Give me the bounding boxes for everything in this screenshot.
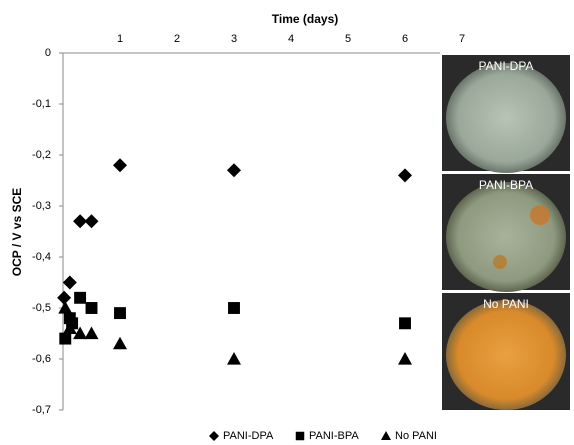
x-tick-label: 4	[288, 33, 294, 45]
marker-triangle	[227, 352, 241, 365]
marker-triangle	[398, 352, 412, 365]
marker-diamond	[85, 214, 99, 228]
y-tick-label: -0,6	[32, 353, 51, 365]
marker-triangle	[381, 431, 391, 440]
legend-label: PANI-BPA	[309, 430, 359, 442]
photo-disc	[446, 182, 566, 292]
chart: Time (days) OCP / V vs SCE -0,7 -0,6 -0,5 -…	[0, 0, 574, 445]
marker-square	[59, 333, 71, 345]
y-tick-label: -0,3	[32, 200, 51, 212]
marker-triangle	[113, 337, 127, 350]
y-tick-label: -0,2	[32, 149, 51, 161]
marker-diamond	[57, 291, 71, 305]
x-tick-label: 7	[459, 33, 465, 45]
photo-disc	[446, 63, 566, 173]
x-tick-label: 2	[174, 33, 180, 45]
marker-square	[296, 432, 305, 441]
legend-label: No PANI	[395, 430, 437, 442]
marker-square	[86, 302, 98, 314]
y-tick-label: -0,4	[32, 251, 51, 263]
marker-triangle	[85, 327, 99, 340]
corrosion-spot	[493, 255, 507, 269]
photo-panel	[442, 55, 570, 410]
marker-diamond	[227, 163, 241, 177]
corrosion-spot	[530, 205, 550, 225]
marker-diamond	[209, 431, 219, 441]
y-tick-label: -0,7	[32, 404, 51, 416]
x-axis-title: Time (days)	[272, 12, 338, 26]
photo-label: No PANI	[483, 297, 529, 311]
x-tick-label: 6	[402, 33, 408, 45]
marker-square	[399, 317, 411, 329]
photo-disc	[446, 300, 566, 410]
y-tick-label: -0,1	[32, 98, 51, 110]
x-tick-label: 5	[345, 33, 351, 45]
photo-label: PANI-DPA	[479, 59, 534, 73]
marker-diamond	[398, 168, 412, 182]
photo-label: PANI-BPA	[479, 178, 533, 192]
marker-square	[114, 307, 126, 319]
y-tick-label: -0,5	[32, 302, 51, 314]
marker-triangle	[58, 301, 72, 314]
marker-square	[228, 302, 240, 314]
marker-square	[74, 292, 86, 304]
x-tick-label: 3	[231, 33, 237, 45]
marker-diamond	[63, 276, 77, 290]
legend-label: PANI-DPA	[223, 430, 274, 442]
y-axis-title: OCP / V vs SCE	[10, 188, 24, 276]
y-tick-label: 0	[45, 47, 51, 59]
marker-diamond	[113, 158, 127, 172]
x-tick-label: 1	[117, 33, 123, 45]
